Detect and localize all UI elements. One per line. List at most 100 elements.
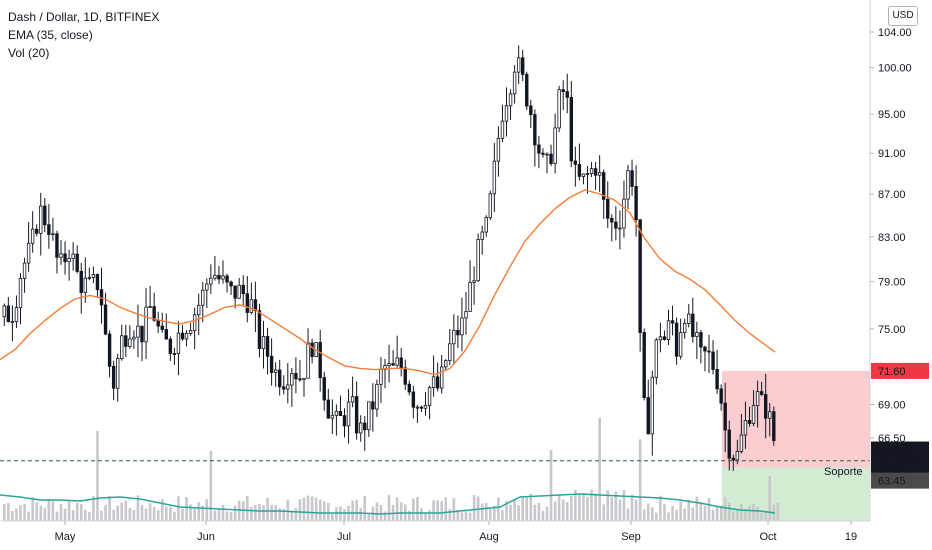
candle-up xyxy=(144,306,148,343)
candle-down xyxy=(298,378,302,381)
candle-down xyxy=(541,152,545,155)
volume-bar xyxy=(622,489,626,521)
volume-bar xyxy=(651,507,654,521)
candle-up xyxy=(452,329,456,345)
candle-up xyxy=(358,422,363,434)
candle-up xyxy=(346,401,351,427)
candle-up xyxy=(120,335,124,360)
price-tick-label: 100.00 xyxy=(878,63,912,75)
volume-bar xyxy=(124,500,128,521)
candle-up xyxy=(205,283,209,291)
candle-up xyxy=(739,434,744,452)
time-tick-label: 19 xyxy=(845,531,857,543)
volume-bar xyxy=(343,509,346,521)
candle-down xyxy=(217,274,221,280)
volume-bar xyxy=(120,503,124,521)
candle-down xyxy=(47,224,51,235)
candle-up xyxy=(375,383,379,410)
candle-up xyxy=(460,317,464,336)
volume-bar xyxy=(408,510,411,521)
candle-up xyxy=(622,198,626,229)
candle-up xyxy=(512,71,517,95)
volume-bar xyxy=(43,507,47,521)
price-tick-label: 79.00 xyxy=(878,277,906,289)
volume-bar xyxy=(310,496,314,521)
volume-bar xyxy=(699,502,703,521)
volume-bar xyxy=(100,510,103,521)
volume-bar xyxy=(424,512,427,521)
volume-indicator-label[interactable]: Vol (20) xyxy=(8,46,50,60)
candle-down xyxy=(318,342,322,378)
volume-bar xyxy=(201,505,205,521)
volume-bar xyxy=(606,489,610,521)
candle-down xyxy=(63,253,67,263)
volume-bar xyxy=(557,494,561,521)
candle-up xyxy=(14,307,19,323)
candle-down xyxy=(391,363,395,366)
candle-up xyxy=(59,253,63,258)
volume-bar xyxy=(335,507,338,521)
time-tick-label: Jun xyxy=(197,531,215,543)
candle-up xyxy=(464,311,468,319)
candle-up xyxy=(500,120,505,139)
volume-bar xyxy=(177,496,180,521)
candle-up xyxy=(136,325,140,338)
candle-up xyxy=(415,406,420,409)
candle-down xyxy=(407,383,411,393)
volume-bar xyxy=(598,417,601,521)
candle-down xyxy=(549,153,553,164)
volume-bar xyxy=(756,507,759,521)
candle-down xyxy=(164,329,168,340)
risk-zone xyxy=(722,370,870,468)
volume-bar xyxy=(768,476,772,521)
candle-down xyxy=(630,170,634,187)
time-tick-label: Oct xyxy=(759,531,776,543)
ema-line xyxy=(0,189,776,376)
volume-bar xyxy=(39,505,43,521)
volume-bar xyxy=(132,509,136,521)
volume-bar xyxy=(432,500,435,521)
volume-bar xyxy=(659,495,662,521)
candle-up xyxy=(508,93,513,107)
volume-bar xyxy=(193,508,196,521)
candle-down xyxy=(180,332,185,340)
volume-bar xyxy=(11,510,14,521)
volume-bar xyxy=(553,501,557,521)
candle-down xyxy=(723,402,727,431)
candle-down xyxy=(521,57,525,75)
candle-up xyxy=(516,57,521,73)
candle-up xyxy=(395,357,399,366)
candle-up xyxy=(290,373,294,386)
candle-up xyxy=(387,363,391,366)
candle-up xyxy=(751,405,756,424)
candle-down xyxy=(759,391,764,395)
candle-up xyxy=(768,411,772,419)
volume-bar xyxy=(448,508,452,521)
currency-button[interactable]: USD xyxy=(888,6,918,26)
price-badge-label: 71.60 xyxy=(878,366,906,378)
candle-down xyxy=(241,284,245,295)
candle-up xyxy=(148,306,152,308)
volume-bar xyxy=(375,502,379,521)
ema-indicator-label[interactable]: EMA (35, close) xyxy=(8,28,93,42)
candle-down xyxy=(419,406,424,409)
candle-down xyxy=(699,332,703,348)
candle-up xyxy=(735,451,740,461)
candle-down xyxy=(342,415,347,427)
volume-bar xyxy=(533,504,537,521)
symbol-label[interactable]: Dash / Dollar, 1D, BITFINEX xyxy=(8,10,160,24)
candle-down xyxy=(711,351,715,370)
volume-bar xyxy=(314,497,318,521)
candle-up xyxy=(427,387,432,406)
candle-down xyxy=(265,336,270,357)
volume-bar xyxy=(489,508,492,521)
candle-up xyxy=(71,253,75,259)
volume-bar xyxy=(383,511,387,521)
volume-bar xyxy=(165,506,168,521)
volume-bar xyxy=(484,503,488,521)
price-badge xyxy=(871,362,929,379)
price-tick-label: 75.00 xyxy=(878,324,906,336)
volume-bar xyxy=(505,500,508,521)
volume-bar xyxy=(258,504,261,521)
